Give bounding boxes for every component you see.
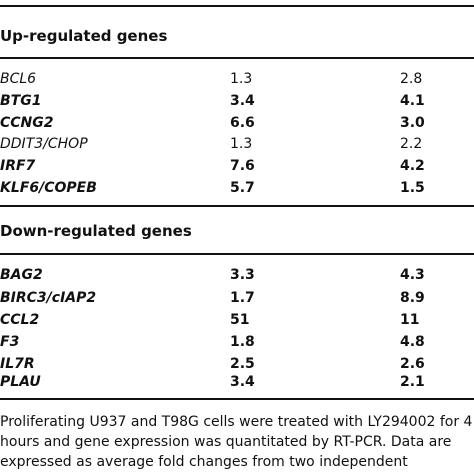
gene-name: IL7R	[0, 356, 35, 372]
value-u937: 3.4	[230, 93, 255, 109]
up-regulated-rule	[0, 57, 474, 59]
value-t98g: 2.8	[400, 71, 423, 87]
value-u937: 3.4	[230, 374, 255, 390]
table-row: BCL6 1.3 2.8	[0, 69, 474, 89]
caption-line: hours and gene expression was quantitate…	[0, 434, 452, 450]
value-u937: 5.7	[230, 180, 255, 196]
value-u937: 1.7	[230, 290, 255, 306]
table-row: DDIT3/CHOP 1.3 2.2	[0, 134, 474, 154]
table-row: CCNG2 6.6 3.0	[0, 113, 474, 133]
table-row: BTG1 3.4 4.1	[0, 91, 474, 111]
value-t98g: 4.2	[400, 158, 425, 174]
down-regulated-rule	[0, 253, 474, 255]
value-u937: 1.8	[230, 334, 255, 350]
gene-name: IRF7	[0, 158, 36, 174]
value-u937: 2.5	[230, 356, 255, 372]
table-caption: Proliferating U937 and T98G cells were t…	[0, 412, 474, 472]
value-t98g: 4.3	[400, 267, 425, 283]
table-row: KLF6/COPEB 5.7 1.5	[0, 178, 474, 198]
gene-name: PLAU	[0, 374, 41, 390]
caption-line: expressed as average fold changes from t…	[0, 454, 408, 470]
top-rule	[0, 5, 474, 7]
up-regulated-heading: Up-regulated genes	[0, 27, 168, 45]
value-t98g: 4.8	[400, 334, 425, 350]
table-row: PLAU 3.4 2.1	[0, 372, 474, 392]
gene-name: BAG2	[0, 267, 43, 283]
gene-name: KLF6/COPEB	[0, 180, 97, 196]
value-u937: 7.6	[230, 158, 255, 174]
value-u937: 51	[230, 312, 250, 328]
table-bottom-rule	[0, 398, 474, 400]
gene-name: CCL2	[0, 312, 40, 328]
gene-name: DDIT3/CHOP	[0, 136, 88, 152]
table-row: IRF7 7.6 4.2	[0, 156, 474, 176]
value-u937: 6.6	[230, 115, 255, 131]
value-t98g: 2.6	[400, 356, 425, 372]
value-t98g: 3.0	[400, 115, 425, 131]
value-t98g: 1.5	[400, 180, 425, 196]
table-row: BAG2 3.3 4.3	[0, 265, 474, 285]
value-t98g: 11	[400, 312, 420, 328]
value-t98g: 2.1	[400, 374, 425, 390]
gene-name: BIRC3/cIAP2	[0, 290, 97, 306]
value-u937: 1.3	[230, 71, 253, 87]
gene-name: F3	[0, 334, 20, 350]
section-divider-rule	[0, 205, 474, 207]
gene-name: BTG1	[0, 93, 42, 109]
value-t98g: 8.9	[400, 290, 425, 306]
table-row: CCL2 51 11	[0, 310, 474, 330]
table-row: IL7R 2.5 2.6	[0, 354, 474, 374]
gene-name: BCL6	[0, 71, 37, 87]
value-t98g: 4.1	[400, 93, 425, 109]
down-regulated-heading: Down-regulated genes	[0, 222, 192, 240]
value-u937: 1.3	[230, 136, 253, 152]
value-u937: 3.3	[230, 267, 255, 283]
value-t98g: 2.2	[400, 136, 423, 152]
table-row: F3 1.8 4.8	[0, 332, 474, 352]
gene-name: CCNG2	[0, 115, 54, 131]
table-row: BIRC3/cIAP2 1.7 8.9	[0, 288, 474, 308]
caption-line: Proliferating U937 and T98G cells were t…	[0, 414, 473, 430]
